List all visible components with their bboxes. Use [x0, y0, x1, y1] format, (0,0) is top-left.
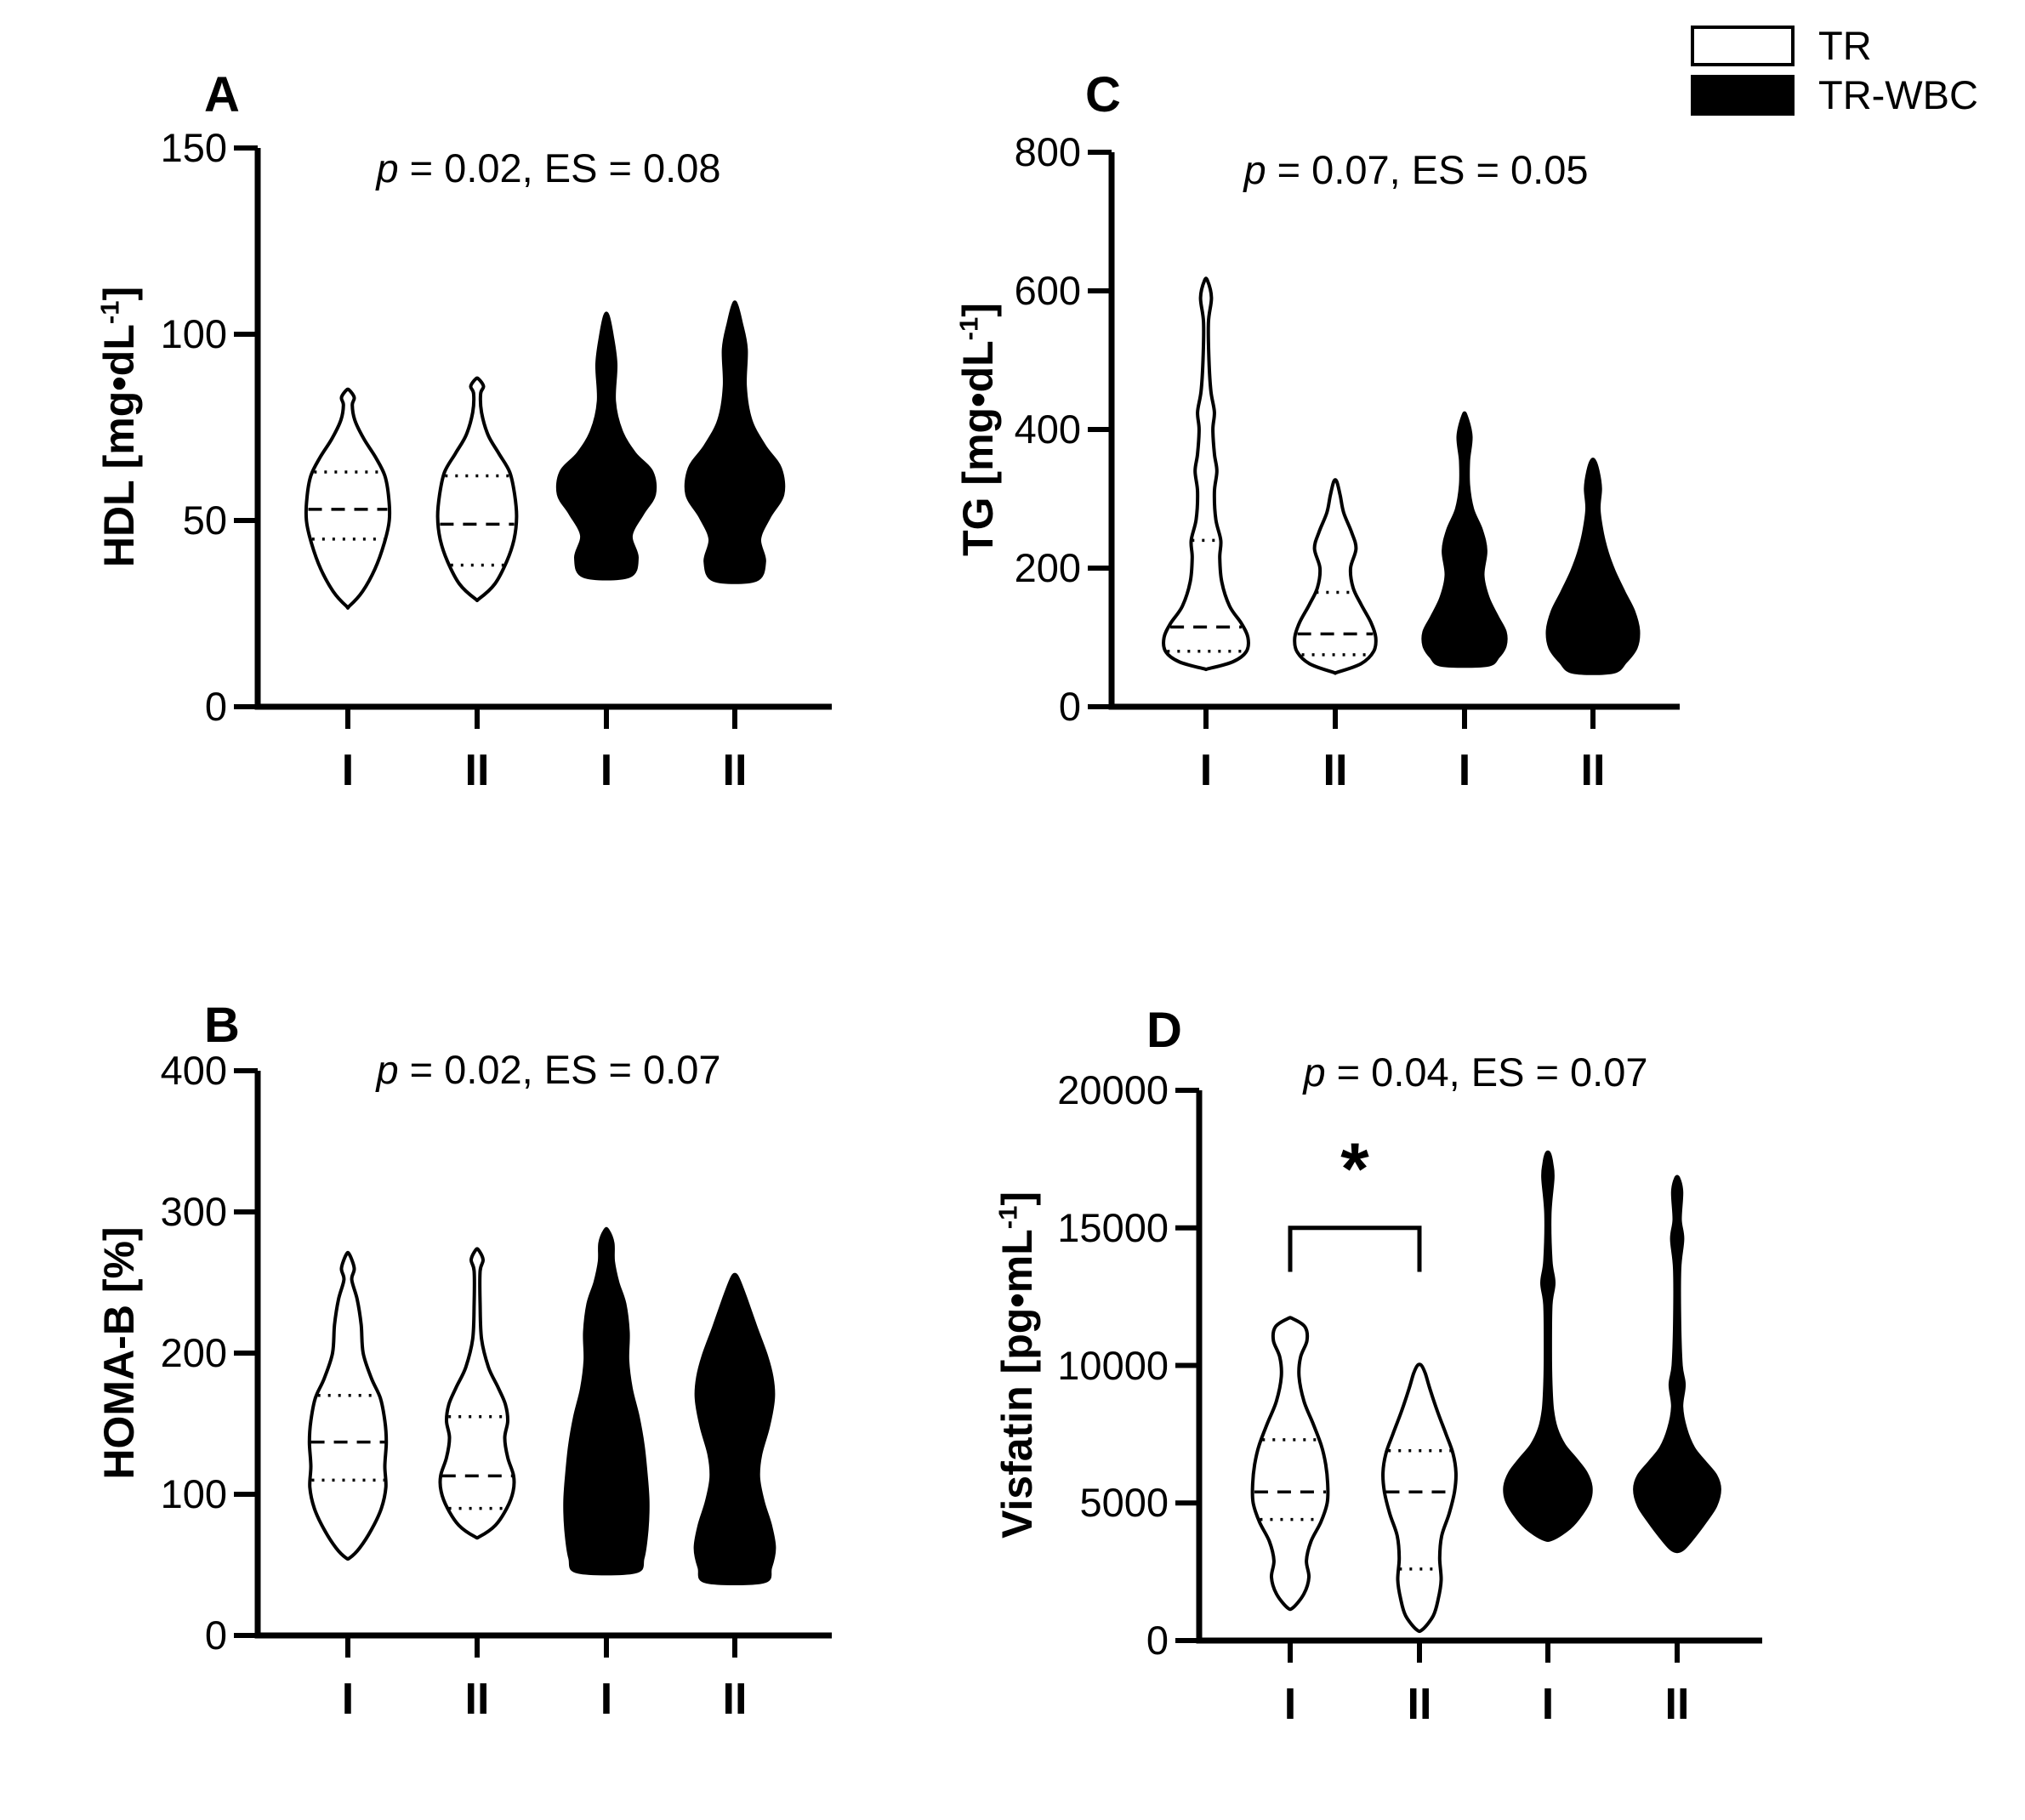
y-tick-label: 0: [1146, 1618, 1169, 1663]
violin-B-TR-II: [438, 1247, 516, 1540]
legend: TR TR-WBC: [1691, 26, 1978, 124]
violin-B-TR-I: [307, 1250, 389, 1561]
y-tick-label: 200: [160, 1330, 227, 1375]
violin-D-TR-I: [1250, 1316, 1330, 1612]
y-tick-label: 100: [160, 1471, 227, 1516]
panel-d-letter: D: [1146, 1003, 1183, 1058]
x-tick-label: II: [1664, 1680, 1690, 1729]
legend-label-tr: TR: [1818, 23, 1872, 68]
panel-a-letter: A: [204, 67, 241, 122]
x-tick-label: I: [1458, 746, 1471, 795]
y-tick-label: 0: [204, 684, 227, 729]
legend-row-tr: TR: [1691, 26, 1978, 66]
x-tick-label: II: [1323, 746, 1348, 795]
x-tick-label: II: [722, 1675, 748, 1724]
y-tick-label: 600: [1014, 268, 1081, 313]
x-tick-label: I: [1541, 1680, 1555, 1729]
panel-d-annotation: p = 0.04, ES = 0.07: [1303, 1049, 1647, 1095]
x-tick-label: I: [600, 746, 613, 795]
y-tick-label: 20000: [1057, 1067, 1169, 1112]
y-tick-label: 15000: [1057, 1204, 1169, 1250]
y-tick-label: 0: [1058, 684, 1081, 729]
x-tick-label: I: [600, 1675, 613, 1724]
x-tick-label: I: [341, 1675, 355, 1724]
x-tick-label: I: [1199, 746, 1213, 795]
y-tick-label: 0: [204, 1612, 227, 1658]
p-symbol: p: [1243, 147, 1266, 192]
y-tick-label: 100: [160, 311, 227, 356]
y-tick-label: 150: [160, 125, 227, 170]
violin-C-TR-II: [1293, 478, 1378, 675]
legend-row-tr-wbc: TR-WBC: [1691, 75, 1978, 116]
y-tick-label: 800: [1014, 129, 1081, 174]
p-symbol: p: [376, 145, 399, 191]
panel-c-letter: C: [1085, 67, 1122, 122]
y-tick-label: 50: [182, 498, 227, 543]
x-tick-label: II: [464, 746, 490, 795]
panel-c-annotation: p = 0.07, ES = 0.05: [1243, 146, 1588, 193]
violin-A-TR-I: [304, 387, 392, 610]
y-tick-label: 400: [160, 1048, 227, 1093]
x-tick-label: I: [341, 746, 355, 795]
violin-B-TR-WBC-I: [563, 1226, 650, 1576]
violin-D-TR-II: [1381, 1362, 1458, 1634]
annotation-text: = 0.02, ES = 0.07: [398, 1047, 721, 1092]
annotation-text: = 0.07, ES = 0.05: [1266, 147, 1589, 192]
violin-C-TR-I: [1162, 276, 1250, 672]
panel-a-annotation: p = 0.02, ES = 0.08: [376, 145, 720, 191]
x-tick-label: II: [722, 746, 748, 795]
legend-label-tr-wbc: TR-WBC: [1818, 72, 1978, 117]
y-tick-label: 400: [1014, 407, 1081, 452]
p-symbol: p: [1303, 1049, 1326, 1095]
y-tick-label: 300: [160, 1189, 227, 1234]
violin-A-TR-WBC-II: [684, 300, 786, 584]
legend-swatch-tr: [1691, 26, 1795, 66]
x-tick-label: I: [1283, 1680, 1297, 1729]
significance-asterisk: *: [1340, 1128, 1369, 1210]
panel-b-annotation: p = 0.02, ES = 0.07: [376, 1046, 720, 1093]
legend-swatch-tr-wbc: [1691, 75, 1795, 116]
violin-C-TR-WBC-II: [1545, 458, 1641, 675]
annotation-text: = 0.02, ES = 0.08: [398, 145, 721, 191]
y-tick-label: 10000: [1057, 1342, 1169, 1388]
panel-b-letter: B: [204, 998, 241, 1053]
violin-A-TR-II: [435, 376, 519, 603]
violin-D-TR-WBC-II: [1633, 1174, 1721, 1554]
x-tick-label: II: [1580, 746, 1606, 795]
violin-A-TR-WBC-I: [555, 311, 657, 581]
significance-bracket: [1288, 1226, 1422, 1272]
y-tick-label: 5000: [1079, 1480, 1169, 1526]
annotation-text: = 0.04, ES = 0.07: [1325, 1049, 1648, 1095]
x-tick-label: II: [464, 1675, 490, 1724]
violin-D-TR-WBC-I: [1503, 1150, 1593, 1542]
violin-B-TR-WBC-II: [693, 1272, 776, 1585]
x-tick-label: II: [1407, 1680, 1432, 1729]
p-symbol: p: [376, 1047, 399, 1092]
y-tick-label: 200: [1014, 545, 1081, 590]
violin-C-TR-WBC-I: [1421, 411, 1508, 668]
